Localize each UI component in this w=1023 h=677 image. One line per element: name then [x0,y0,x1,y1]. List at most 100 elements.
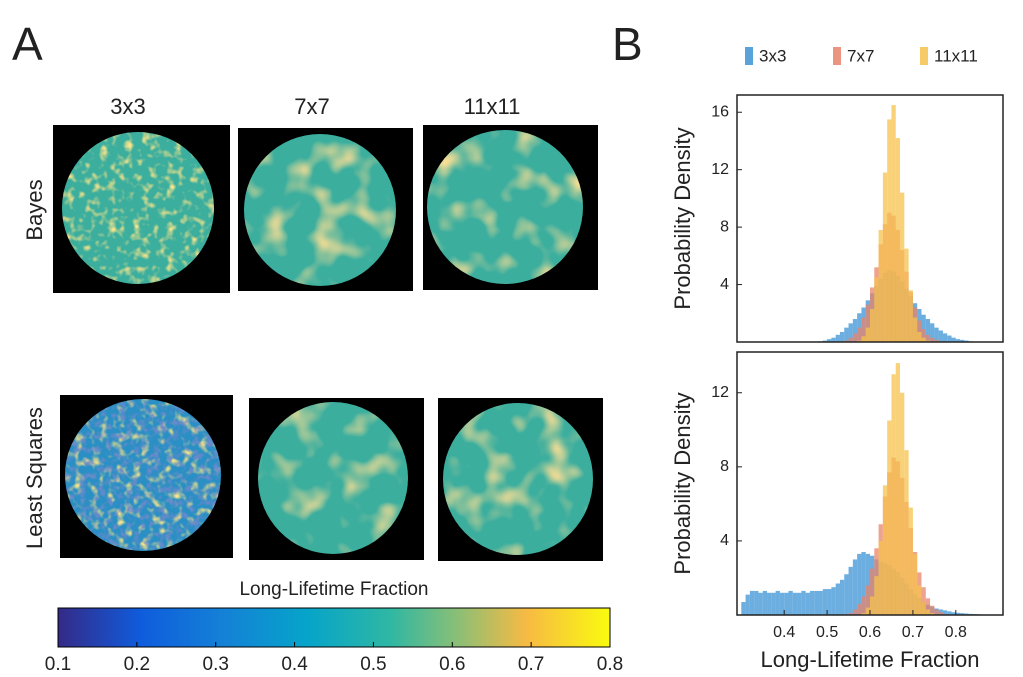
histogram-bar [947,335,952,342]
histogram-bar [917,585,922,615]
histogram-bar [741,602,746,615]
colorbar-label: Long-Lifetime Fraction [239,579,428,600]
histogram-bar [900,192,905,342]
x-tick-label: 0.5 [816,624,838,641]
histogram-bar [874,277,879,342]
histogram-bar [779,592,785,615]
histogram-bar [839,579,845,615]
colorbar-tick-label: 0.4 [281,654,308,675]
histogram-bar [870,308,875,342]
image-texture [258,402,408,554]
histogram-bar [865,585,870,615]
histogram-bar [891,374,896,615]
legend-label: 7x7 [847,46,874,65]
panel-a-images [53,125,603,561]
x-tick-label: 0.8 [945,624,967,641]
histogram-bar [852,333,858,342]
histogram-bar [809,590,815,615]
y-tick-label: 8 [720,458,729,475]
histogram-bar [771,592,776,615]
image-texture [443,403,593,555]
histogram-bar [895,363,901,615]
histogram-bar [921,314,926,342]
y-tick-label: 12 [711,384,729,401]
histogram-bar [762,590,768,615]
histogram-bar [912,553,918,615]
colorbar-tick-label: 0.1 [45,654,71,675]
histogram-bar [827,589,832,615]
histogram-bar [848,566,853,615]
histogram-bar [938,330,943,342]
histogram-bar [925,334,931,342]
histogram-bar [921,337,926,342]
histogram-bar [942,610,948,615]
histogram-bar [831,337,836,342]
column-label: 7x7 [294,94,329,119]
x-tick-label: 0.4 [773,624,795,641]
histogram-bar [882,485,888,615]
histogram-bar [758,592,763,615]
histogram-bar [930,613,935,615]
histogram-bar [878,229,883,342]
histogram-bar [865,553,870,615]
histogram-bar [882,172,888,342]
histogram-bar [852,609,858,615]
histogram-bar [792,592,798,615]
histogram-bar [891,105,896,342]
histogram-bar [857,327,862,342]
histogram-bar [942,333,948,342]
histogram-bar [960,613,965,615]
histogram-bar [870,596,875,615]
legend-swatch [920,47,928,65]
histogram-bar [870,568,875,615]
histogram-bar [921,587,926,615]
histogram-bar [908,290,913,342]
histogram-bar [960,339,965,342]
histogram-bar [951,612,956,615]
histogram-bar [827,339,832,342]
colorbar-tick-label: 0.8 [597,654,623,675]
x-tick-label: 0.6 [859,624,881,641]
histogram-bar [861,317,866,342]
y-tick-label: 8 [720,218,729,235]
histogram-bar [835,334,840,342]
histogram-bar [887,119,892,343]
histogram-bar [857,553,862,615]
y-tick-label: 4 [720,276,729,293]
histogram-bar [835,583,840,615]
histogram-bar [852,559,858,615]
histogram-bar [934,327,939,342]
histogram-bar [951,337,956,342]
histogram-bar [784,592,789,615]
image-texture [427,130,583,284]
histogram-bar [925,609,931,615]
histogram-bar [848,323,853,342]
histogram-bar [925,319,931,342]
histogram-bar [831,587,836,615]
row-label: Least Squares [22,407,47,549]
histogram-bar [797,592,802,615]
panel-label: B [612,18,643,70]
y-tick-label: 16 [711,103,729,120]
histogram-bar [844,574,849,615]
histogram-bar [865,304,870,342]
image-texture [244,134,396,286]
histogram-bar [904,450,909,615]
histogram-bar [775,590,780,615]
histogram-bar [930,323,935,342]
histogram-bar [865,327,870,342]
histogram-bar [861,336,866,342]
histogram-bar [895,138,901,342]
histogram-bar [801,590,806,615]
histogram-bar [921,329,926,342]
histogram-bar [955,339,961,342]
histogram-bar [930,337,935,342]
histogram-bar [861,613,866,615]
x-axis-label: Long-Lifetime Fraction [761,647,980,672]
legend-swatch [833,47,841,65]
histogram-bar [848,613,853,615]
histogram-bar [900,392,905,615]
histogram-bar [925,598,931,615]
colorbar-tick-label: 0.3 [203,654,229,675]
